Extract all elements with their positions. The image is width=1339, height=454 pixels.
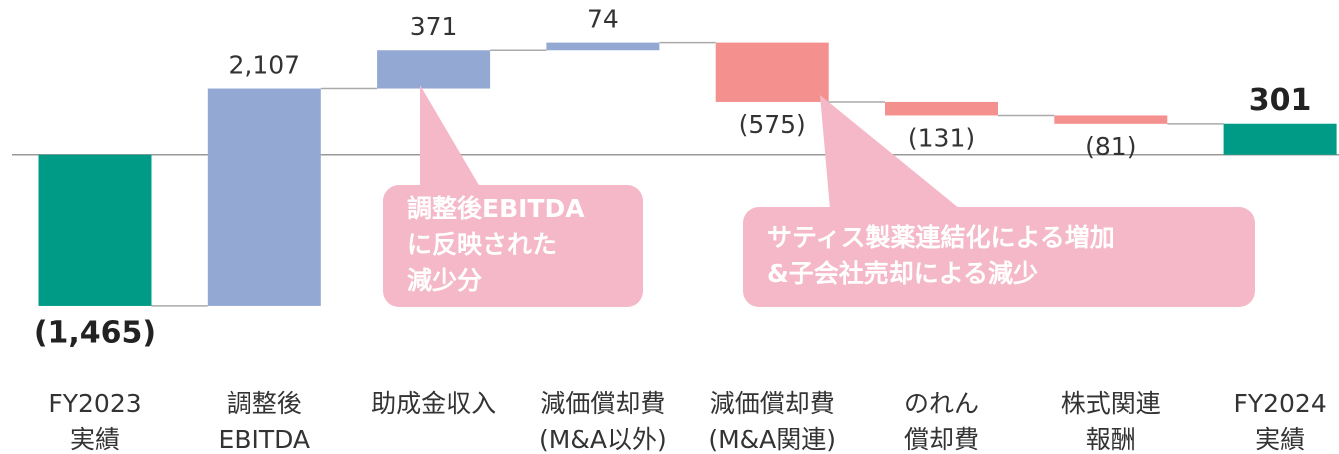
x-tick-label: 実績 xyxy=(70,425,120,454)
value-label: 74 xyxy=(587,5,619,34)
callout-pointer xyxy=(820,95,960,209)
x-tick-label: 報酬 xyxy=(1086,425,1136,454)
x-tick-label: FY2024 xyxy=(1233,389,1326,418)
value-label: (81) xyxy=(1085,132,1136,161)
bar xyxy=(715,42,829,102)
x-tick-label: 減価償却費 xyxy=(540,389,665,418)
callout-text: に反映された xyxy=(407,230,557,259)
value-label: (131) xyxy=(908,123,975,152)
bar xyxy=(1223,123,1337,155)
callout-text: 減少分 xyxy=(407,266,482,295)
x-tick-label: 減価償却費 xyxy=(710,389,835,418)
x-tick-label: (M&A以外) xyxy=(539,425,667,454)
x-tick-label: 株式関連 xyxy=(1061,389,1161,418)
x-tick-label: のれん xyxy=(904,389,979,418)
callout-text: &子会社売却による減少 xyxy=(767,259,1038,288)
x-tick-label: 助成金収入 xyxy=(371,389,496,418)
value-label: 371 xyxy=(410,12,458,41)
callout-pointer xyxy=(420,85,480,187)
bar xyxy=(1054,115,1168,124)
value-label: 2,107 xyxy=(229,51,301,80)
x-tick-label: EBITDA xyxy=(219,425,311,454)
value-label: (575) xyxy=(739,110,806,139)
callout-text: サティス製薬連結化による増加 xyxy=(767,223,1115,252)
value-label: 301 xyxy=(1249,83,1312,118)
x-tick-label: 調整後 xyxy=(227,389,302,418)
x-tick-label: 償却費 xyxy=(904,425,979,454)
x-tick-label: (M&A関連) xyxy=(708,425,836,454)
bar xyxy=(207,88,321,306)
bar xyxy=(38,154,152,306)
callout-text: 調整後EBITDA xyxy=(407,194,585,223)
x-tick-label: FY2023 xyxy=(48,389,141,418)
bar xyxy=(885,101,998,116)
callout-box xyxy=(383,185,643,307)
value-label: (1,465) xyxy=(34,315,156,350)
bar xyxy=(546,42,660,51)
x-tick-label: 実績 xyxy=(1255,425,1305,454)
bar xyxy=(377,50,491,89)
callout-box xyxy=(743,207,1255,307)
